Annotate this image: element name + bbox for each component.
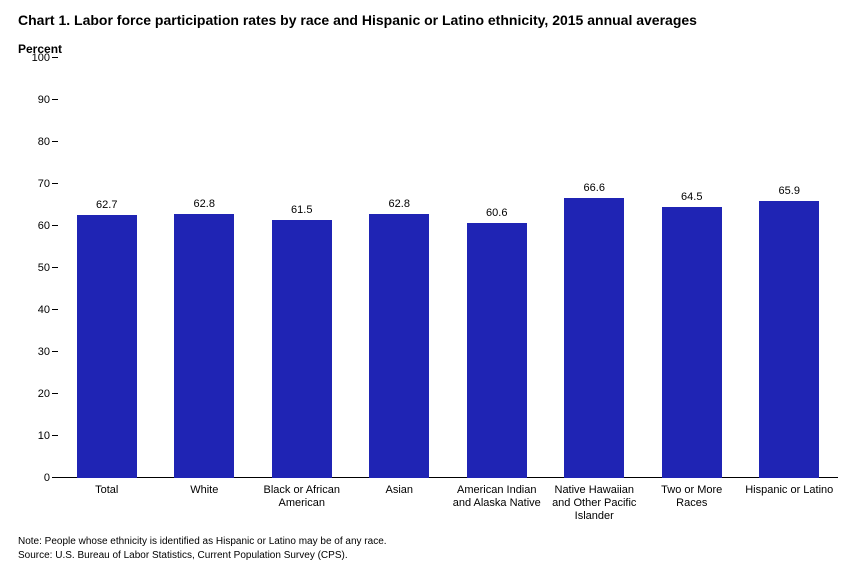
y-tick-label: 10: [14, 430, 50, 442]
x-axis-category-label: American Indian and Alaska Native: [448, 484, 546, 510]
bar-rect: [564, 198, 624, 478]
bar-value-label: 65.9: [779, 185, 800, 197]
y-tick-label: 30: [14, 346, 50, 358]
bar-value-label: 61.5: [291, 204, 312, 216]
bar-slot: 62.7Total: [58, 58, 156, 478]
y-tick-label: 60: [14, 220, 50, 232]
x-axis-category-label: Asian: [351, 484, 449, 497]
footnote-note: Note: People whose ethnicity is identifi…: [18, 535, 387, 549]
bar-rect: [369, 214, 429, 478]
x-axis-category-label: Black or African American: [253, 484, 351, 510]
y-tick-label: 70: [14, 178, 50, 190]
bar-rect: [467, 223, 527, 478]
x-axis-category-label: Total: [58, 484, 156, 497]
y-tick-label: 90: [14, 94, 50, 106]
bar-rect: [272, 220, 332, 478]
bar-slot: 66.6Native Hawaiian and Other Pacific Is…: [546, 58, 644, 478]
bar-slot: 61.5Black or African American: [253, 58, 351, 478]
bar-value-label: 62.8: [194, 198, 215, 210]
chart-title: Chart 1. Labor force participation rates…: [18, 12, 697, 28]
bar-rect: [174, 214, 234, 478]
bars-container: 62.7Total62.8White61.5Black or African A…: [58, 58, 838, 478]
y-tick-label: 0: [14, 472, 50, 484]
bar-slot: 64.5Two or More Races: [643, 58, 741, 478]
x-axis-category-label: Two or More Races: [643, 484, 741, 510]
x-axis-category-label: Hispanic or Latino: [741, 484, 839, 497]
bar-value-label: 60.6: [486, 207, 507, 219]
y-tick-label: 80: [14, 136, 50, 148]
footnotes: Note: People whose ethnicity is identifi…: [18, 535, 387, 562]
bar-value-label: 64.5: [681, 191, 702, 203]
x-axis-category-label: Native Hawaiian and Other Pacific Island…: [546, 484, 644, 524]
bar-slot: 62.8White: [156, 58, 254, 478]
y-tick-label: 40: [14, 304, 50, 316]
y-tick-label: 50: [14, 262, 50, 274]
bar-rect: [759, 201, 819, 478]
y-tick-label: 20: [14, 388, 50, 400]
y-tick-label: 100: [14, 52, 50, 64]
x-axis-category-label: White: [156, 484, 254, 497]
bar-slot: 62.8Asian: [351, 58, 449, 478]
bar-rect: [77, 215, 137, 478]
footnote-source: Source: U.S. Bureau of Labor Statistics,…: [18, 549, 387, 563]
bar-value-label: 66.6: [584, 182, 605, 194]
bar-slot: 60.6American Indian and Alaska Native: [448, 58, 546, 478]
bar-rect: [662, 207, 722, 478]
bar-value-label: 62.8: [389, 198, 410, 210]
bar-slot: 65.9Hispanic or Latino: [741, 58, 839, 478]
bar-value-label: 62.7: [96, 199, 117, 211]
plot-area: 0102030405060708090100 62.7Total62.8Whit…: [58, 58, 838, 478]
